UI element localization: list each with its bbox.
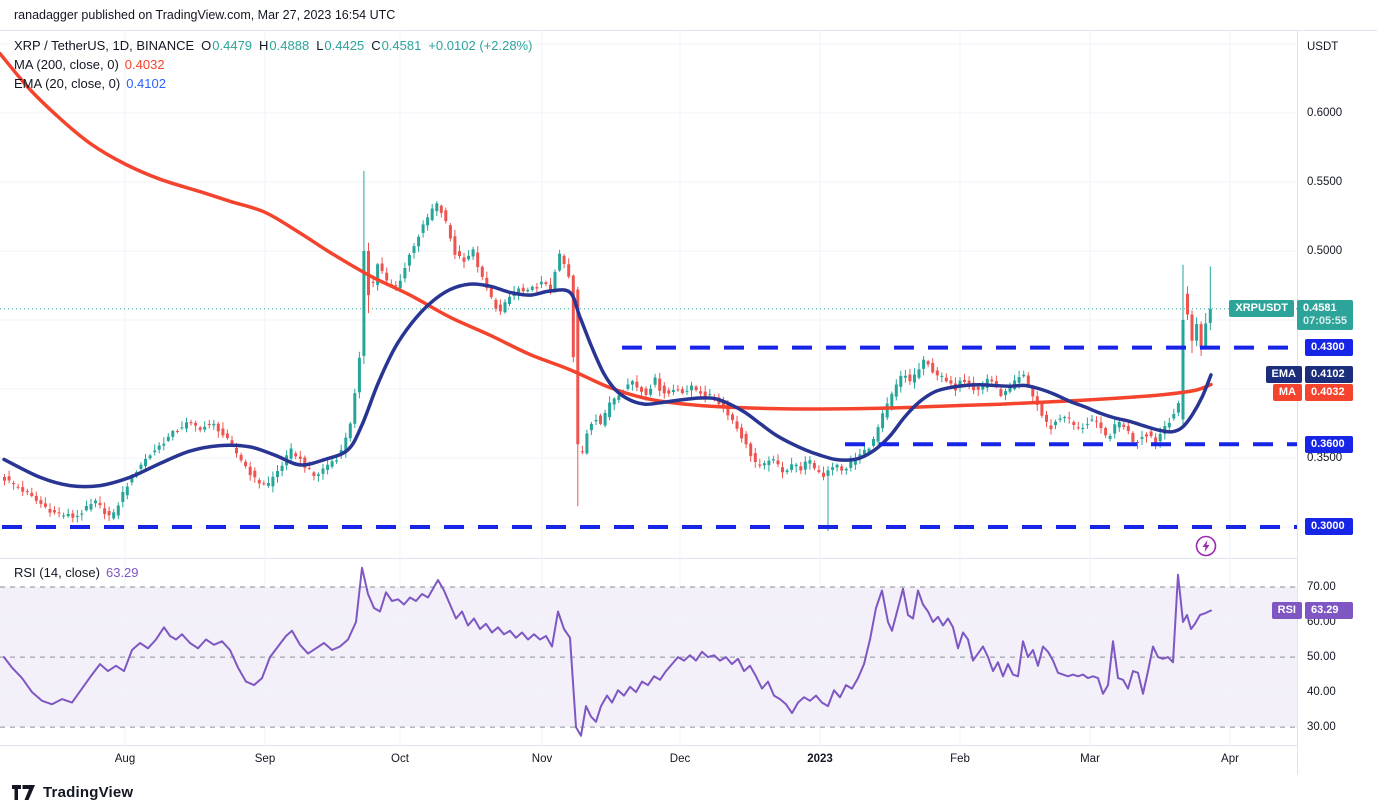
rsi-axis-tick: 50.00	[1307, 651, 1336, 664]
legend-high-value: 0.4888	[269, 38, 310, 53]
time-axis-label: Dec	[669, 753, 691, 765]
legend-open-label: O	[201, 38, 212, 53]
legend-symbol-row[interactable]: XRP / TetherUS, 1D, BINANCE O0.4479 H0.488…	[14, 36, 532, 55]
rsi-pane[interactable]: RSI (14, close) 63.29	[0, 559, 1297, 746]
lightning-marker	[1195, 535, 1217, 557]
legend-ema-label: EMA (20, close, 0)	[14, 76, 121, 91]
tradingview-logo-icon[interactable]	[12, 785, 36, 800]
legend-low-value: 0.4425	[324, 38, 365, 53]
time-axis-label: Aug	[114, 753, 136, 765]
time-axis[interactable]: Aug Sep Oct Nov Dec 2023 Feb Mar Apr	[0, 746, 1297, 776]
price-legend: XRP / TetherUS, 1D, BINANCE O0.4479 H0.488…	[14, 36, 532, 93]
legend-low-label: L	[316, 38, 324, 53]
attribution-bar: ranadagger published on TradingView.com,…	[0, 0, 1377, 30]
time-axis-label: Sep	[254, 753, 276, 765]
time-axis-label: Nov	[531, 753, 553, 765]
legend-ema-row[interactable]: EMA (20, close, 0) 0.4102	[14, 74, 532, 93]
legend-ma-value: 0.4032	[124, 57, 165, 72]
price-axis-tick: 0.3500	[1307, 451, 1343, 464]
time-axis-label: Apr	[1221, 753, 1239, 765]
legend-change: +0.0102	[428, 38, 476, 53]
rsi-axis-tick: 70.00	[1307, 581, 1336, 593]
time-axis-label: Oct	[391, 753, 409, 765]
rsi-axis-tick: 60.00	[1307, 616, 1336, 629]
attribution-text: ranadagger published on TradingView.com,…	[14, 8, 396, 22]
legend-high-label: H	[259, 38, 269, 53]
price-axis-column[interactable]: USDT 0.6000 0.5500 0.5000 0.3500 70.00 60.00 5…	[1297, 31, 1377, 776]
legend-ma-label: MA (200, close, 0)	[14, 57, 119, 72]
footer-bar: TradingView	[0, 775, 1377, 810]
tradingview-logo-text[interactable]: TradingView	[43, 784, 134, 801]
rsi-axis-tick: 40.00	[1307, 686, 1336, 699]
time-axis-label: 2023	[807, 753, 833, 765]
price-axis-tick: 0.5000	[1307, 244, 1343, 257]
axis-currency-label: USDT	[1307, 41, 1339, 53]
chart-widget: XRP / TetherUS, 1D, BINANCE O0.4479 H0.488…	[0, 30, 1377, 776]
rsi-axis-tick: 30.00	[1307, 721, 1336, 734]
legend-change-pct: (+2.28%)	[479, 38, 533, 53]
time-axis-label: Mar	[1080, 753, 1100, 765]
legend-ema-value: 0.4102	[126, 76, 166, 91]
legend-open-value: 0.4479	[212, 38, 253, 53]
legend-ma-row[interactable]: MA (200, close, 0) 0.4032	[14, 55, 532, 74]
legend-close-label: C	[371, 38, 381, 53]
price-pane-svg[interactable]	[0, 31, 1297, 559]
price-pane[interactable]: XRP / TetherUS, 1D, BINANCE O0.4479 H0.488…	[0, 31, 1297, 559]
legend-symbol-title: XRP / TetherUS, 1D, BINANCE	[14, 38, 195, 53]
time-axis-label: Feb	[950, 753, 970, 765]
legend-close-value: 0.4581	[381, 38, 422, 53]
price-axis-tick: 0.5500	[1307, 175, 1343, 188]
rsi-pane-svg[interactable]	[0, 559, 1297, 746]
price-axis-tick: 0.6000	[1307, 106, 1343, 119]
